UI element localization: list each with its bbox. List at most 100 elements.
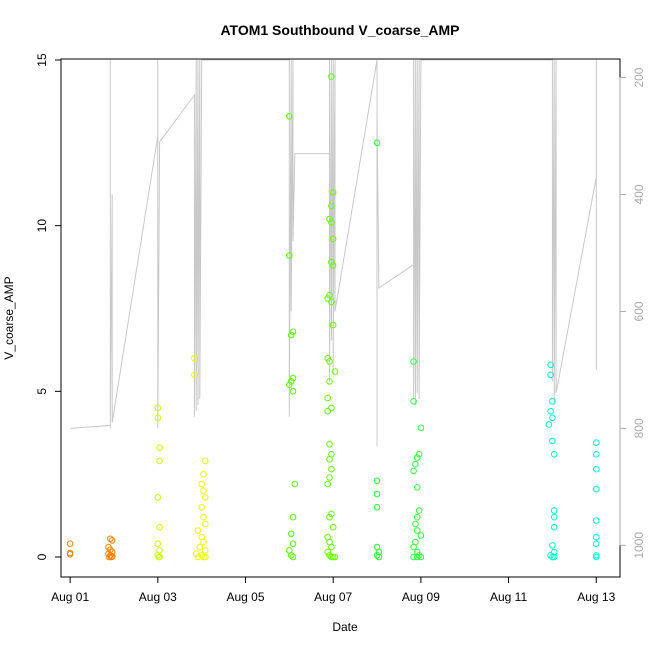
data-point: [200, 553, 207, 561]
y-axis-label: V_coarse_AMP: [2, 276, 16, 359]
data-point: [289, 328, 297, 336]
data-point: [593, 451, 600, 458]
data-point: [328, 298, 335, 306]
data-point: [202, 494, 209, 501]
data-point: [154, 494, 162, 501]
point-group-3: [191, 354, 209, 561]
data-point: [328, 404, 335, 412]
data-point: [329, 321, 337, 329]
data-point: [329, 262, 337, 269]
data-point: [328, 219, 335, 226]
data-point: [326, 474, 333, 481]
data-point: [328, 553, 335, 561]
data-point: [413, 513, 421, 521]
data-point: [593, 439, 600, 447]
data-point: [286, 252, 293, 259]
data-point: [410, 543, 417, 551]
data-point: [200, 470, 207, 478]
data-point: [549, 542, 556, 549]
data-point: [324, 295, 332, 302]
y-tick-label: 5: [35, 388, 49, 395]
data-point: [545, 421, 553, 428]
data-point: [547, 407, 554, 415]
data-point: [194, 527, 202, 534]
data-point: [410, 553, 417, 561]
depth-trace-layer: [70, 59, 597, 446]
y2-tick-label: 200: [632, 67, 646, 87]
data-point: [328, 202, 335, 210]
data-point: [328, 258, 335, 266]
x-axis-label: Date: [332, 620, 358, 634]
data-point: [191, 371, 198, 379]
data-point: [66, 540, 74, 548]
data-point: [415, 451, 423, 458]
x-tick-label: Aug 01: [51, 590, 89, 604]
data-point: [550, 507, 558, 514]
data-point: [331, 368, 339, 375]
data-point: [413, 484, 421, 491]
data-point: [593, 517, 600, 524]
data-point: [154, 414, 162, 422]
data-point: [413, 454, 421, 461]
data-point: [289, 540, 297, 548]
data-point: [417, 424, 425, 432]
data-point: [192, 550, 200, 558]
data-point: [550, 553, 558, 561]
data-point: [155, 553, 162, 561]
data-point: [412, 520, 419, 528]
data-point: [200, 538, 207, 546]
data-point: [107, 553, 115, 561]
data-point: [286, 381, 293, 389]
data-point: [324, 354, 332, 362]
point-group-7: [410, 358, 425, 561]
data-point: [373, 504, 381, 511]
data-point: [329, 523, 337, 531]
x-tick-label: Aug 13: [577, 590, 615, 604]
data-point: [324, 480, 332, 488]
data-point: [106, 553, 113, 561]
data-point: [196, 543, 204, 551]
data-point: [410, 467, 417, 475]
data-point: [289, 374, 297, 382]
data-point: [198, 480, 205, 488]
data-point: [326, 378, 333, 385]
point-group-1: [66, 535, 116, 561]
data-point: [324, 548, 332, 556]
data-point: [326, 456, 333, 463]
data-point: [375, 553, 383, 561]
data-point: [329, 235, 337, 243]
data-point: [593, 465, 600, 473]
data-point: [287, 530, 295, 538]
data-point: [417, 532, 425, 539]
y-tick-label: 15: [35, 53, 49, 67]
data-point: [326, 358, 333, 365]
data-point: [324, 407, 332, 415]
data-point: [66, 551, 74, 558]
y-tick-label: 0: [35, 553, 49, 560]
data-point: [328, 73, 335, 80]
x-axis: Aug 01 Aug 03 Aug 05 Aug 07 Aug 09 Aug 11 Aug …: [51, 576, 616, 604]
data-point: [154, 404, 162, 412]
data-point: [593, 485, 600, 493]
depth-trace-line: [70, 59, 597, 446]
data-point: [154, 540, 162, 548]
data-point: [328, 543, 335, 551]
data-point: [324, 394, 332, 402]
data-point: [289, 388, 297, 395]
x-tick-label: Aug 11: [490, 590, 527, 604]
data-point: [202, 547, 209, 554]
data-point: [417, 553, 425, 561]
data-point: [326, 215, 333, 223]
data-point: [413, 548, 421, 556]
chart-title: ATOM1 Southbound V_coarse_AMP: [220, 22, 459, 38]
data-point: [373, 477, 381, 485]
data-point: [326, 291, 333, 299]
data-point: [373, 552, 381, 559]
data-point: [413, 553, 421, 561]
data-point: [373, 490, 381, 498]
data-point: [549, 437, 556, 445]
data-point: [198, 504, 205, 511]
data-point: [373, 139, 381, 147]
y2-tick-label: 400: [632, 184, 646, 204]
